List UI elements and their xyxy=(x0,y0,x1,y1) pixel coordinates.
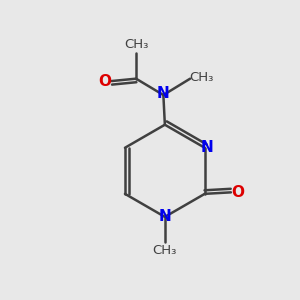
Text: N: N xyxy=(157,86,170,101)
Text: CH₃: CH₃ xyxy=(153,244,177,257)
Text: N: N xyxy=(158,209,171,224)
Text: CH₃: CH₃ xyxy=(189,71,214,84)
Text: O: O xyxy=(98,74,111,88)
Text: N: N xyxy=(201,140,214,155)
Text: O: O xyxy=(231,185,244,200)
Text: CH₃: CH₃ xyxy=(124,38,148,51)
